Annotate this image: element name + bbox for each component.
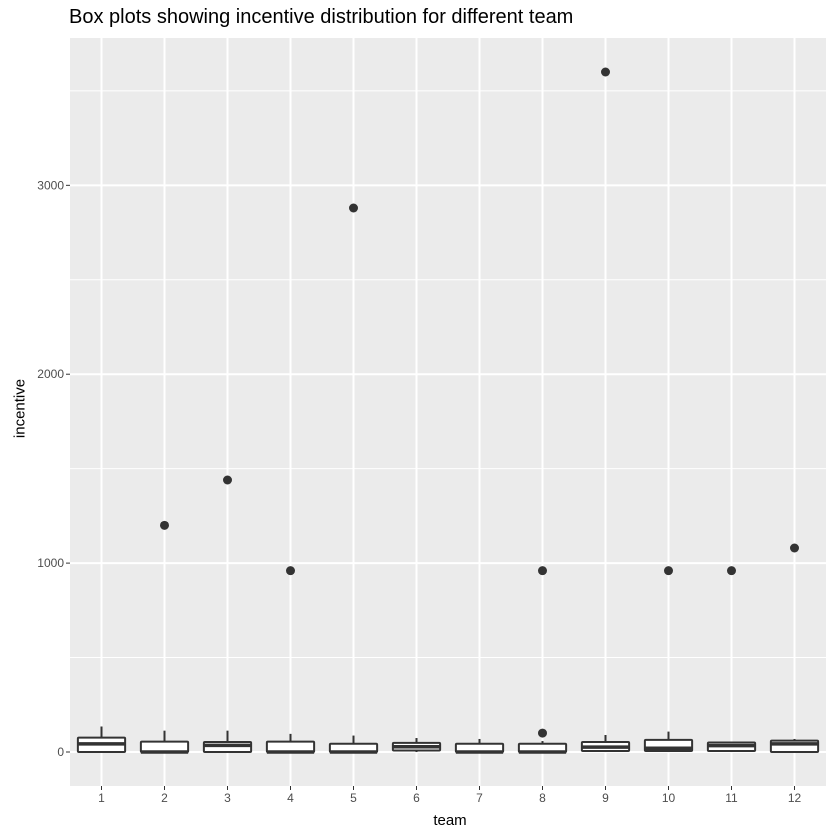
x-axis-label: team xyxy=(433,812,467,829)
outlier-point xyxy=(286,566,295,576)
y-tick-label: 2000 xyxy=(37,367,64,381)
x-tick-label: 3 xyxy=(224,791,231,805)
x-tick-label: 10 xyxy=(662,791,676,805)
x-tick-label: 1 xyxy=(98,791,105,805)
outlier-point xyxy=(727,566,736,576)
x-tick-label: 11 xyxy=(725,791,738,805)
x-tick-label: 9 xyxy=(602,791,609,805)
y-tick-label: 3000 xyxy=(37,178,64,192)
outlier-point xyxy=(160,520,169,530)
x-tick-label: 5 xyxy=(350,791,357,805)
chart-title: Box plots showing incentive distribution… xyxy=(69,6,574,28)
outlier-point xyxy=(349,203,358,213)
y-tick-label: 1000 xyxy=(37,556,64,570)
x-tick-label: 8 xyxy=(539,791,546,805)
outlier-point xyxy=(223,475,232,485)
panel-background xyxy=(70,38,826,786)
y-axis-label: incentive xyxy=(11,378,29,439)
x-tick-label: 7 xyxy=(476,791,483,805)
outlier-point xyxy=(538,566,547,576)
outlier-point xyxy=(601,67,610,77)
x-tick-label: 4 xyxy=(287,791,294,805)
x-tick-label: 12 xyxy=(788,791,802,805)
outlier-point xyxy=(664,566,673,576)
x-tick-label: 2 xyxy=(161,791,168,805)
x-tick-label: 6 xyxy=(413,791,420,805)
y-tick-label: 0 xyxy=(57,745,64,759)
outlier-point xyxy=(538,728,547,738)
outlier-point xyxy=(790,543,799,553)
